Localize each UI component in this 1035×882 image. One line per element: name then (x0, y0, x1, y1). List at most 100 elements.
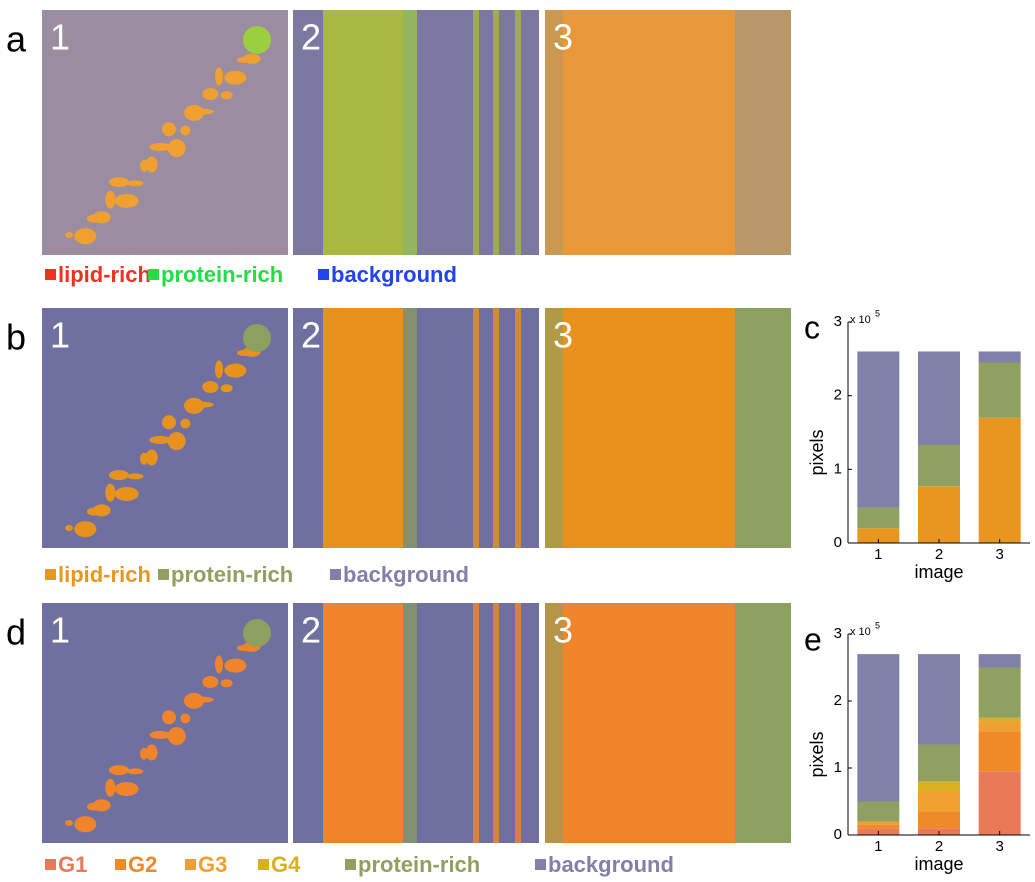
bar-segment (857, 528, 900, 543)
legend-label: protein-rich (358, 852, 480, 877)
y-tick-label: 1 (834, 460, 842, 477)
y-axis-label: pixels (807, 429, 827, 475)
x-axis-label: image (914, 854, 963, 874)
image-blob (180, 418, 191, 429)
image-blob (105, 190, 116, 209)
image-blob (145, 744, 158, 761)
image-blob (114, 486, 139, 501)
bar-segment (918, 486, 960, 543)
legend-swatch (158, 569, 169, 580)
image-band (493, 603, 499, 843)
y-tick-label: 3 (834, 625, 842, 642)
image-blob (162, 122, 176, 137)
bar-segment (857, 821, 900, 825)
image-blob (243, 324, 271, 352)
legend-swatch (115, 859, 126, 870)
bar-segment (978, 731, 1021, 772)
bar-segment (857, 351, 900, 508)
image-band (493, 10, 499, 255)
image-blob (65, 525, 73, 531)
image-blob (105, 778, 116, 797)
y-multiplier: x 10 (850, 314, 871, 326)
image-blob (140, 452, 148, 465)
image-blob (220, 679, 233, 688)
image-band (545, 308, 563, 548)
image-blob (127, 473, 144, 480)
image-blob (215, 655, 223, 674)
bar-segment (978, 351, 1021, 363)
x-tick-label: 2 (935, 838, 943, 855)
image-blob (140, 747, 148, 760)
image-blob (224, 658, 247, 673)
legend-swatch (535, 859, 546, 870)
image-blob (74, 816, 97, 833)
image-band (323, 603, 403, 843)
legend-label: G1 (58, 852, 87, 877)
legend-swatch (148, 269, 159, 280)
legend-swatch (185, 859, 196, 870)
bar-segment (918, 654, 960, 745)
image-blob (109, 470, 129, 481)
image-blob (180, 713, 191, 724)
image-blob (114, 781, 139, 796)
bar-segment (857, 654, 900, 802)
x-tick-label: 3 (995, 546, 1003, 563)
image-blob (145, 156, 158, 173)
image-number: 2 (301, 610, 321, 651)
x-tick-label: 1 (874, 838, 882, 855)
panel-label: e (804, 621, 822, 657)
legend-label: G4 (271, 852, 301, 877)
image-blob (87, 214, 101, 223)
image-number: 3 (553, 17, 573, 58)
legend-swatch (318, 269, 329, 280)
panel-label: b (6, 317, 26, 358)
x-tick-label: 2 (935, 546, 943, 563)
panel-label: a (6, 19, 27, 60)
image-blob (237, 350, 251, 356)
image-blob (109, 177, 129, 188)
image-band (515, 308, 521, 548)
legend-swatch (45, 569, 56, 580)
y-exponent: 5 (875, 308, 880, 318)
image-blob (243, 26, 271, 54)
legend-swatch (330, 569, 341, 580)
legend-swatch (345, 859, 356, 870)
bar-segment (918, 351, 960, 446)
image-blob (149, 435, 172, 444)
image-band (473, 10, 479, 255)
panel-label: d (6, 612, 26, 653)
image-band (403, 603, 417, 843)
image-number: 2 (301, 315, 321, 356)
image-blob (65, 232, 73, 238)
y-exponent: 5 (875, 620, 880, 630)
image-band (323, 10, 403, 255)
y-tick-label: 0 (834, 826, 842, 843)
image-blob (215, 360, 223, 379)
image-blob (237, 645, 251, 651)
x-tick-label: 3 (995, 838, 1003, 855)
image-number: 1 (50, 610, 70, 651)
x-tick-label: 1 (874, 546, 882, 563)
legend-label: G2 (128, 852, 157, 877)
image-band (545, 603, 563, 843)
image-number: 1 (50, 315, 70, 356)
legend-label: lipid-rich (58, 262, 151, 287)
bar-segment (857, 801, 900, 822)
image-number: 3 (553, 610, 573, 651)
image-blob (220, 384, 233, 393)
image-blob (114, 193, 139, 208)
bar-segment (918, 744, 960, 782)
image-band (515, 10, 521, 255)
image-band (545, 10, 563, 255)
image-blob (145, 449, 158, 466)
image-band (323, 308, 403, 548)
image-blob (162, 710, 176, 725)
image-band (735, 603, 791, 843)
bar-segment (978, 721, 1021, 732)
image-number: 1 (50, 17, 70, 58)
y-tick-label: 0 (834, 534, 842, 551)
image-blob (140, 159, 148, 172)
bar-segment (918, 811, 960, 829)
bar-segment (978, 362, 1021, 418)
image-band (473, 603, 479, 843)
